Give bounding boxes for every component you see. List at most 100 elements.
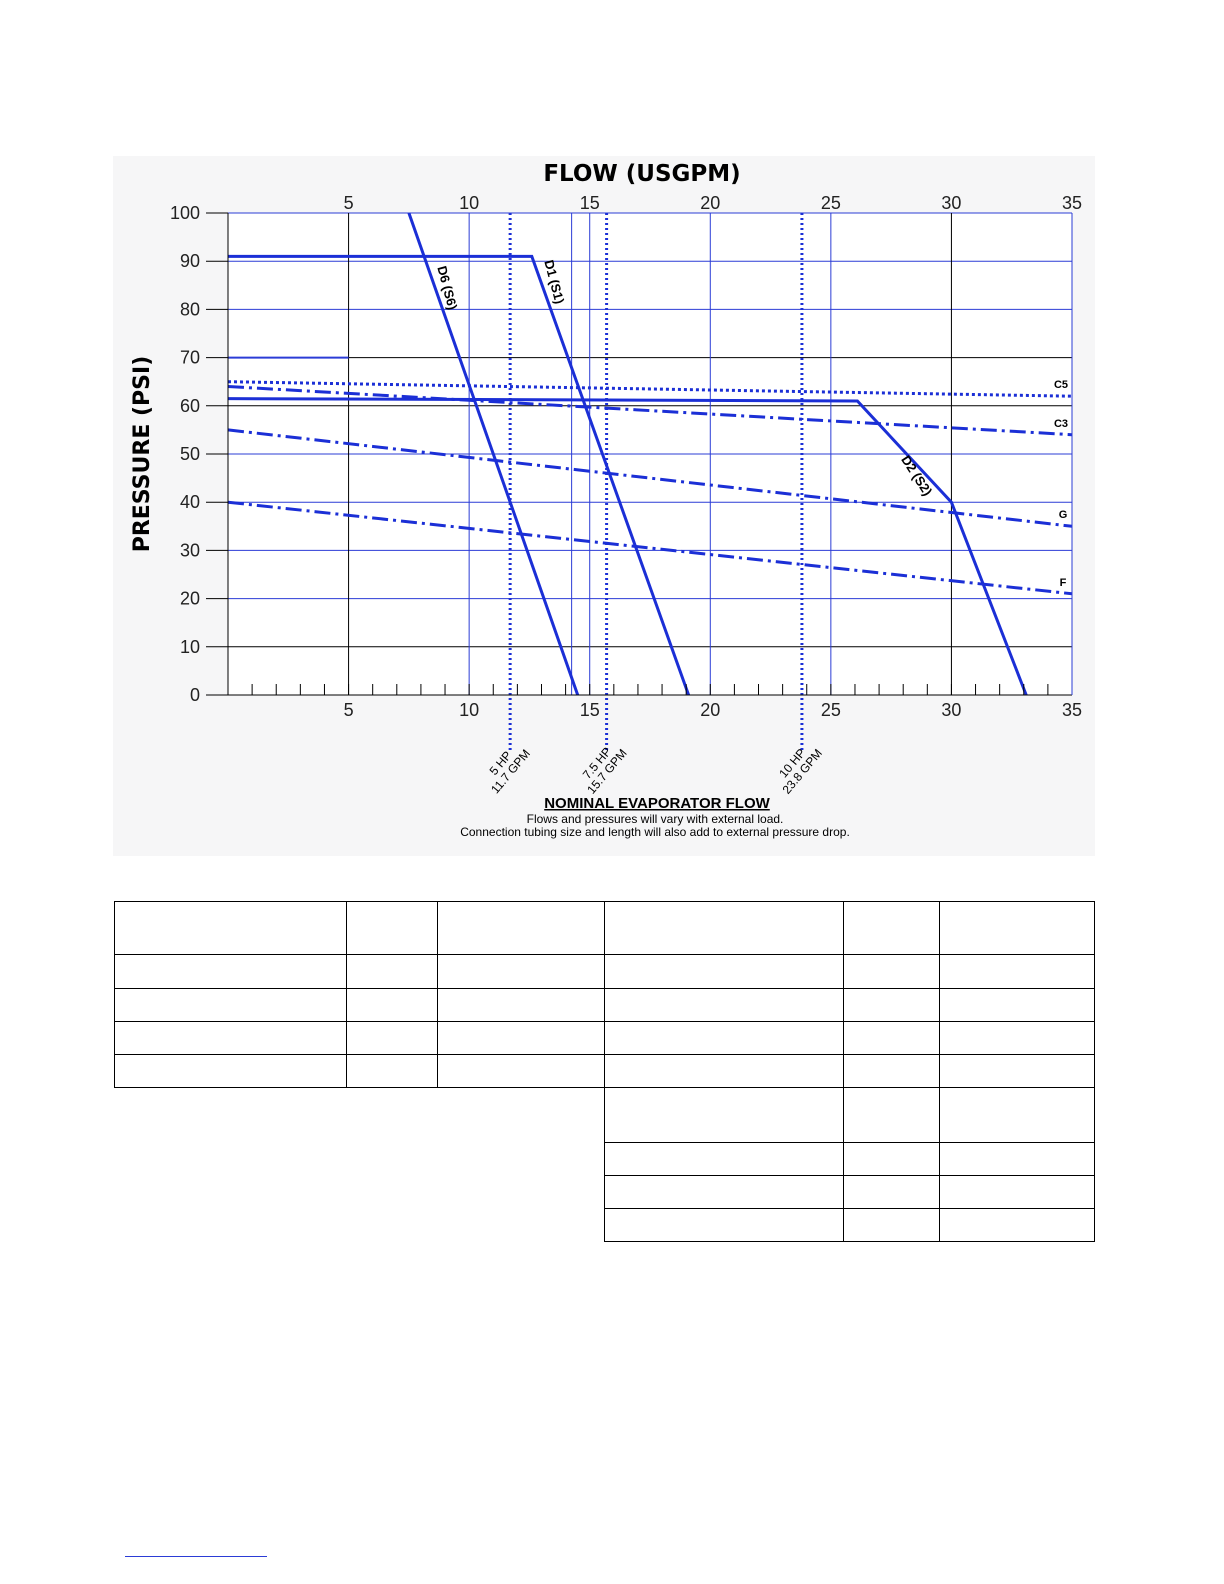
x-tick-label-top: 30 [941,193,961,213]
table-cell [843,901,941,955]
table-cell [843,1054,941,1088]
y-tick-label: 60 [180,396,200,416]
series-line [228,254,691,696]
table-cell [345,1021,438,1055]
y-tick-label: 30 [180,540,200,560]
series-label: C3 [1054,418,1068,430]
x-tick-label-bottom: 35 [1062,700,1082,720]
series-line [407,212,580,696]
x-tick-label-top: 25 [821,193,841,213]
series-line [227,385,1073,437]
table-cell [604,1175,845,1209]
table-row [115,1208,1095,1242]
table-cell [114,988,347,1022]
table-cell [939,1087,1095,1143]
table-cell [604,1021,845,1055]
grid [228,212,1073,696]
table-cell [345,901,438,955]
table-cell [604,1208,845,1242]
table-cell [939,1054,1095,1088]
table-row [114,988,1095,1022]
table-cell [843,1208,941,1242]
table-cell [436,1054,606,1088]
series-lines [227,212,1073,696]
table-cell [939,1175,1095,1209]
x-tick-label-top: 35 [1062,193,1082,213]
y-tick-label: 20 [180,589,200,609]
table-row [115,1087,1095,1143]
table-cell [604,1142,845,1176]
table-cell [843,1021,941,1055]
table-cell [114,1021,347,1055]
table-cell [604,988,845,1022]
table-cell [436,901,606,955]
x-tick-label-bottom: 5 [344,700,354,720]
x-tick-label-top: 5 [344,193,354,213]
y-tick-label: 70 [180,348,200,368]
table-row [115,1175,1095,1209]
table-spacer [115,1209,605,1242]
x-tick-label-bottom: 30 [941,700,961,720]
y-tick-label: 80 [180,299,200,319]
table-row [114,1021,1095,1055]
y-tick-label: 100 [170,203,200,223]
table-cell [843,988,941,1022]
series-line [227,397,1028,696]
chart-title: FLOW (USGPM) [543,161,740,187]
table-cell [436,954,606,989]
table-row [114,901,1095,955]
y-axis-title: PRESSURE (PSI) [130,356,155,553]
chart-note: Connection tubing size and length will a… [460,825,850,839]
axes [206,212,1073,696]
pump-curve-chart: 0 10 20 30 40 50 60 70 80 90 100 5 5 10 10 15 15 20 20 25 25… [113,156,1095,856]
y-tick-label: 0 [190,685,200,705]
table-cell [604,901,845,955]
table-cell [939,1208,1095,1242]
series-line [227,500,1073,596]
table-cell [939,1142,1095,1176]
table-cell [345,988,438,1022]
y-tick-label: 90 [180,251,200,271]
table-cell [604,1087,845,1143]
y-tick-label: 10 [180,637,200,657]
table-cell [114,1054,347,1088]
series-label: F [1060,577,1067,589]
series-line [227,428,1073,528]
table-spacer [115,1143,605,1176]
x-tick-label-top: 15 [580,193,600,213]
table-cell [843,1175,941,1209]
table-spacer [115,1176,605,1209]
y-tick-label: 50 [180,444,200,464]
spec-table [114,901,1095,1242]
table-cell [843,1087,941,1143]
table-cell [939,988,1095,1022]
series-line [227,380,1073,398]
x-tick-label-bottom: 25 [821,700,841,720]
table-cell [939,954,1095,989]
table-row [115,1142,1095,1176]
series-label: C5 [1054,379,1068,391]
x-tick-label-top: 10 [459,193,479,213]
x-tick-label-bottom: 15 [580,700,600,720]
y-tick-label: 40 [180,492,200,512]
table-cell [604,954,845,989]
table-cell [843,954,941,989]
x-tick-label-top: 20 [700,193,720,213]
table-cell [114,901,347,955]
series-label: G [1059,509,1068,521]
table-row [114,954,1095,989]
table-row [114,1054,1095,1088]
table-cell [436,988,606,1022]
table-cell [345,1054,438,1088]
x-axis-title: NOMINAL EVAPORATOR FLOW [544,795,770,812]
chart-note: Flows and pressures will vary with exter… [527,812,784,826]
table-cell [114,954,347,989]
footer-rule [125,1556,267,1557]
table-cell [939,1021,1095,1055]
table-cell [604,1054,845,1088]
x-tick-label-bottom: 10 [459,700,479,720]
